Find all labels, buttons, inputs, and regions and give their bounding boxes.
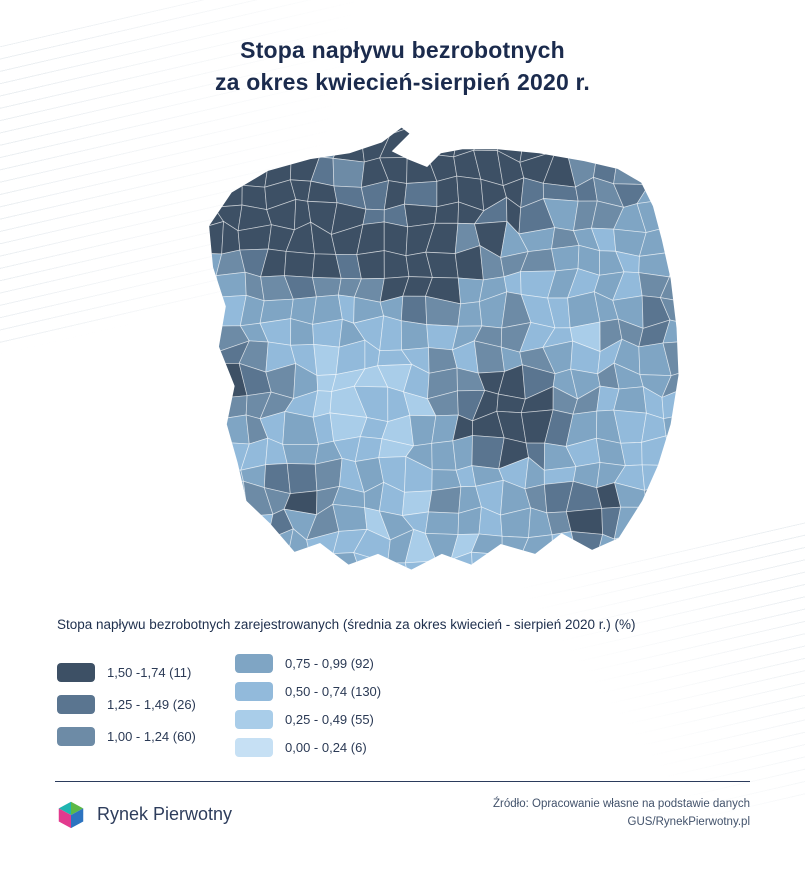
legend-swatch: [235, 654, 273, 673]
page-title: Stopa napływu bezrobotnych za okres kwie…: [0, 34, 805, 98]
source-note: Źródło: Opracowanie własne na podstawie …: [493, 796, 750, 832]
legend-swatch: [57, 663, 95, 682]
map-regions: [148, 110, 718, 601]
legend-label: 1,25 - 1,49 (26): [107, 697, 196, 712]
legend-swatch: [235, 682, 273, 701]
legend-item: 1,25 - 1,49 (26): [57, 695, 235, 714]
legend-label: 1,00 - 1,24 (60): [107, 729, 196, 744]
legend-item: 0,50 - 0,74 (130): [235, 682, 381, 701]
brand: Rynek Pierwotny: [55, 798, 232, 830]
title-line-2: za okres kwiecień-sierpień 2020 r.: [0, 66, 805, 98]
legend-item: 1,50 -1,74 (11): [57, 663, 235, 682]
legend-item: 0,00 - 0,24 (6): [235, 738, 381, 757]
legend-column-left: 1,50 -1,74 (11) 1,25 - 1,49 (26) 1,00 - …: [57, 654, 235, 757]
legend: Stopa napływu bezrobotnych zarejestrowan…: [0, 617, 805, 757]
legend-item: 0,25 - 0,49 (55): [235, 710, 381, 729]
title-line-1: Stopa napływu bezrobotnych: [0, 34, 805, 66]
legend-swatch: [235, 710, 273, 729]
legend-heading: Stopa napływu bezrobotnych zarejestrowan…: [57, 617, 805, 632]
legend-label: 0,25 - 0,49 (55): [285, 712, 374, 727]
source-line-2: GUS/RynekPierwotny.pl: [493, 814, 750, 832]
footer: Rynek Pierwotny Źródło: Opracowanie włas…: [0, 782, 805, 832]
poland-map-svg: [148, 110, 718, 601]
legend-item: 0,75 - 0,99 (92): [235, 654, 381, 673]
legend-swatch: [57, 727, 95, 746]
legend-label: 0,00 - 0,24 (6): [285, 740, 367, 755]
legend-swatch: [235, 738, 273, 757]
legend-column-right: 0,75 - 0,99 (92) 0,50 - 0,74 (130) 0,25 …: [235, 654, 381, 757]
legend-label: 0,50 - 0,74 (130): [285, 684, 381, 699]
legend-label: 1,50 -1,74 (11): [107, 665, 191, 680]
legend-label: 0,75 - 0,99 (92): [285, 656, 374, 671]
legend-columns: 1,50 -1,74 (11) 1,25 - 1,49 (26) 1,00 - …: [57, 654, 805, 757]
legend-item: 1,00 - 1,24 (60): [57, 727, 235, 746]
brand-name: Rynek Pierwotny: [97, 804, 232, 825]
rynek-pierwotny-logo-icon: [55, 798, 87, 830]
poland-choropleth-map: [148, 110, 718, 601]
infographic: { "title": { "line1": "Stopa napływu bez…: [0, 34, 805, 874]
source-line-1: Źródło: Opracowanie własne na podstawie …: [493, 796, 750, 814]
legend-swatch: [57, 695, 95, 714]
